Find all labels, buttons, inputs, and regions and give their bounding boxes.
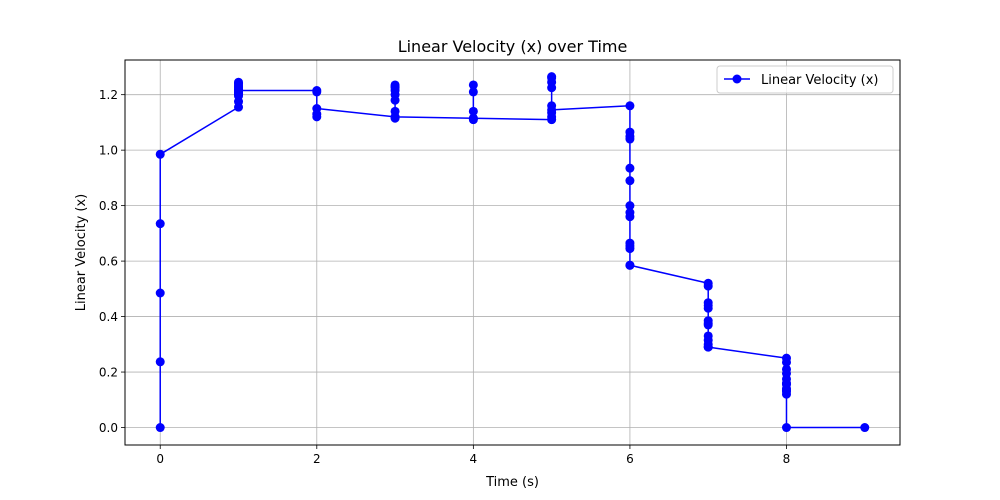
data-point <box>547 105 557 115</box>
legend-box <box>716 65 894 94</box>
y-tick-label: 0.0 <box>99 421 118 435</box>
legend: Linear Velocity (x) <box>716 65 894 94</box>
data-point <box>625 176 635 186</box>
data-point <box>155 423 165 433</box>
x-axis-ticks: 0 2 4 6 8 <box>156 445 790 466</box>
data-point <box>781 357 791 367</box>
data-point <box>703 281 713 291</box>
x-axis-label: Time (s) <box>485 475 539 490</box>
chart-title: Linear Velocity (x) over Time <box>398 37 628 56</box>
data-point <box>468 113 478 123</box>
grid <box>125 60 900 445</box>
data-point <box>625 163 635 173</box>
data-point <box>468 106 478 116</box>
data-point <box>860 423 870 433</box>
data-point <box>468 87 478 97</box>
data-point <box>312 104 322 114</box>
y-axis-label: Linear Velocity (x) <box>74 194 89 312</box>
data-point <box>547 73 557 83</box>
data-point <box>625 101 635 111</box>
data-point <box>155 288 165 298</box>
data-point <box>625 134 635 144</box>
data-point <box>155 149 165 159</box>
legend-marker <box>732 74 742 84</box>
y-tick-label: 1.2 <box>99 88 118 102</box>
plot-frame <box>124 59 901 446</box>
x-tick-label: 2 <box>313 452 321 466</box>
data-point <box>625 212 635 222</box>
x-tick-label: 4 <box>470 452 478 466</box>
data-point <box>468 80 478 90</box>
data-point <box>703 342 713 352</box>
data-point <box>625 201 635 211</box>
y-tick-label: 0.2 <box>99 366 118 380</box>
x-tick-label: 0 <box>156 452 164 466</box>
series-group <box>155 72 870 433</box>
data-point <box>625 244 635 254</box>
data-point <box>312 87 322 97</box>
data-point <box>155 219 165 229</box>
data-point <box>781 423 791 433</box>
y-tick-label: 0.8 <box>99 199 118 213</box>
y-axis-ticks: 0.0 0.2 0.4 0.6 0.8 1.0 1.2 <box>99 88 125 435</box>
y-tick-label: 1.0 <box>99 144 118 158</box>
plot-area <box>125 60 900 445</box>
x-tick-label: 6 <box>626 452 634 466</box>
x-tick-label: 8 <box>783 452 791 466</box>
data-point <box>703 320 713 330</box>
data-point <box>703 303 713 313</box>
y-tick-label: 0.6 <box>99 255 118 269</box>
data-point <box>390 81 400 91</box>
data-point <box>625 260 635 270</box>
legend-label: Linear Velocity (x) <box>761 73 879 88</box>
y-tick-label: 0.4 <box>99 310 118 324</box>
data-point <box>390 112 400 122</box>
data-point <box>155 357 165 367</box>
data-point <box>234 86 244 96</box>
data-point <box>781 385 791 395</box>
